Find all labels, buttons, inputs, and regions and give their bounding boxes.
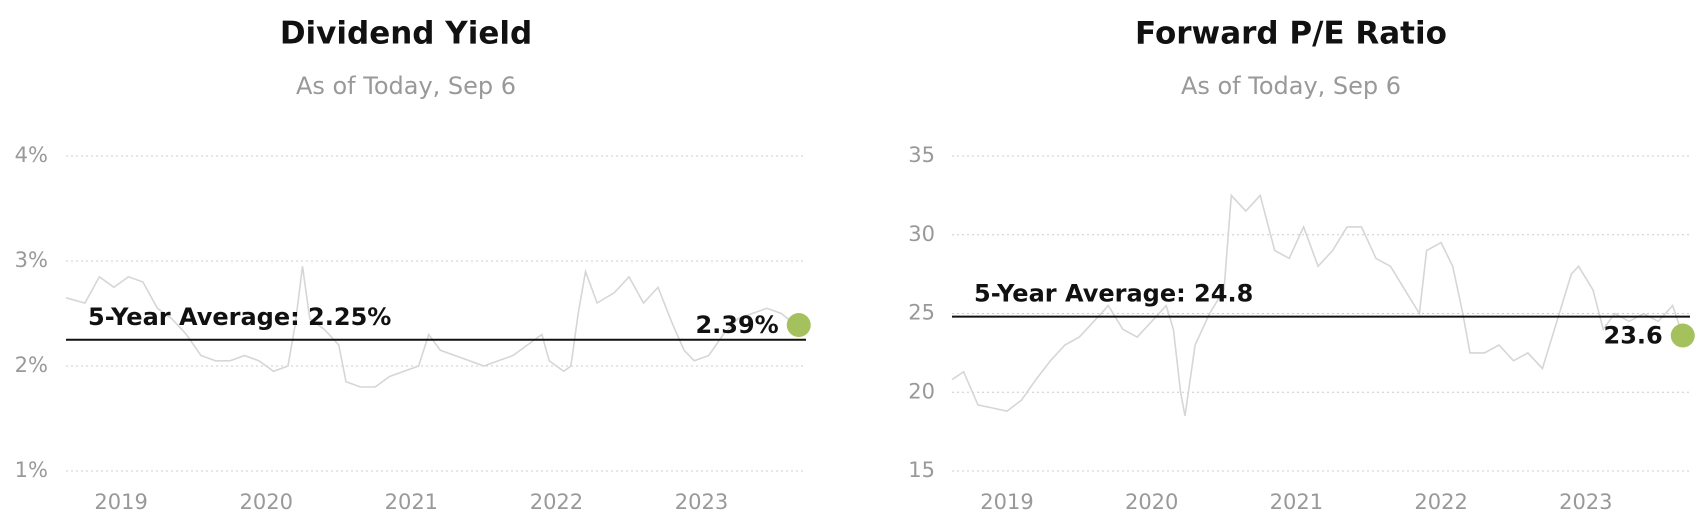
x-tick-label: 2022: [1414, 490, 1467, 514]
chart-subtitle: As of Today, Sep 6: [1181, 72, 1401, 100]
x-tick-label: 2023: [675, 490, 728, 514]
chart-subtitle: As of Today, Sep 6: [296, 72, 516, 100]
current-dot: [786, 313, 811, 338]
current-label: 2.39%: [695, 311, 778, 339]
series-line: [951, 193, 1684, 417]
x-tick-label: 2019: [94, 490, 147, 514]
y-tick-label: 35: [908, 143, 935, 167]
y-tick-label: 1%: [15, 458, 48, 482]
current-label: 23.6: [1604, 322, 1663, 350]
series-line: [65, 266, 797, 388]
average-label: 5-Year Average: 2.25%: [88, 303, 391, 331]
chart-title: Forward P/E Ratio: [1135, 16, 1447, 52]
x-tick-label: 2021: [385, 490, 438, 514]
x-tick-label: 2020: [1125, 490, 1178, 514]
x-tick-label: 2021: [1270, 490, 1323, 514]
x-tick-label: 2023: [1559, 490, 1612, 514]
average-label: 5-Year Average: 24.8: [974, 280, 1253, 308]
x-tick-label: 2020: [240, 490, 293, 514]
y-tick-label: 2%: [15, 353, 48, 377]
y-tick-label: 15: [908, 458, 935, 482]
y-tick-label: 30: [908, 222, 935, 246]
y-tick-label: 25: [908, 301, 935, 325]
x-tick-label: 2022: [530, 490, 583, 514]
current-dot: [1670, 323, 1695, 348]
y-tick-label: 4%: [15, 143, 48, 167]
chart-title: Dividend Yield: [280, 16, 532, 52]
x-tick-label: 2019: [980, 490, 1033, 514]
y-tick-label: 3%: [15, 248, 48, 272]
y-tick-label: 20: [908, 379, 935, 403]
